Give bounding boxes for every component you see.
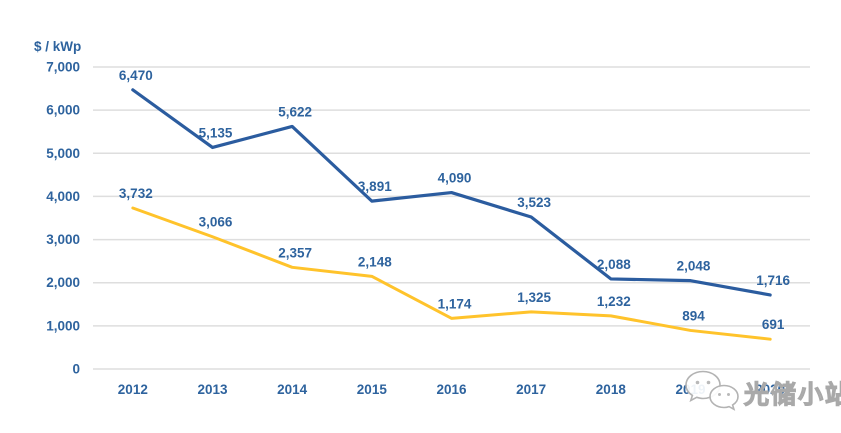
watermark: 光储小站 <box>685 370 841 411</box>
data-label-blue-series: 1,716 <box>756 273 790 288</box>
data-label-blue-series: 5,135 <box>199 125 233 140</box>
wechat-small-bubble <box>709 384 739 411</box>
data-label-blue-series: 2,048 <box>677 259 711 274</box>
y-tick-label: 4,000 <box>46 189 80 204</box>
data-point-labels: 6,470 5,135 5,622 3,891 4,090 3,523 2,088 2,048… <box>119 68 791 332</box>
data-label-blue-series: 4,090 <box>438 171 472 186</box>
data-label-yellow-series: 1,174 <box>438 296 472 311</box>
x-tick-label: 2017 <box>516 382 546 397</box>
y-tick-label: 3,000 <box>46 232 80 247</box>
data-label-yellow-series: 894 <box>682 308 705 323</box>
watermark-text: 光储小站 <box>743 380 841 409</box>
x-tick-label: 2018 <box>596 382 627 397</box>
x-tick-label: 2013 <box>197 382 228 397</box>
data-label-yellow-series: 3,066 <box>199 215 233 230</box>
data-label-yellow-series: 1,232 <box>597 294 631 309</box>
data-label-yellow-series: 1,325 <box>517 290 551 305</box>
y-tick-label: 2,000 <box>46 275 80 290</box>
x-tick-label: 2016 <box>436 382 467 397</box>
y-tick-label: 6,000 <box>46 103 80 118</box>
data-label-yellow-series: 2,357 <box>278 245 312 260</box>
y-tick-label: 1,000 <box>46 318 80 333</box>
series-line-yellow-series <box>131 206 772 341</box>
y-axis-unit-label: $ / kWp <box>34 39 81 54</box>
x-tick-label: 2014 <box>277 382 308 397</box>
data-label-blue-series: 3,891 <box>358 179 392 194</box>
data-label-blue-series: 6,470 <box>119 68 153 83</box>
series-line-blue-series <box>131 88 772 297</box>
data-label-yellow-series: 2,148 <box>358 254 392 269</box>
x-axis-tick-labels: 201220132014201520162017201820192020 <box>118 382 785 397</box>
y-tick-label: 5,000 <box>46 146 80 161</box>
wechat-icon-eyes <box>695 380 730 396</box>
gridlines <box>93 66 810 370</box>
x-tick-label: 2020 <box>755 382 785 397</box>
y-tick-label: 7,000 <box>46 60 80 75</box>
series-lines <box>131 88 772 341</box>
wechat-icon <box>685 370 739 411</box>
x-tick-label: 2015 <box>357 382 388 397</box>
data-label-yellow-series: 3,732 <box>119 186 153 201</box>
data-label-blue-series: 5,622 <box>278 104 312 119</box>
x-tick-label: 2012 <box>118 382 148 397</box>
y-tick-label: 0 <box>72 362 80 377</box>
data-label-yellow-series: 691 <box>762 317 785 332</box>
y-axis-tick-labels: 7,000 6,000 5,000 4,000 3,000 2,000 1,000 0 <box>46 60 80 377</box>
data-label-blue-series: 3,523 <box>517 195 551 210</box>
data-label-blue-series: 2,088 <box>597 257 631 272</box>
